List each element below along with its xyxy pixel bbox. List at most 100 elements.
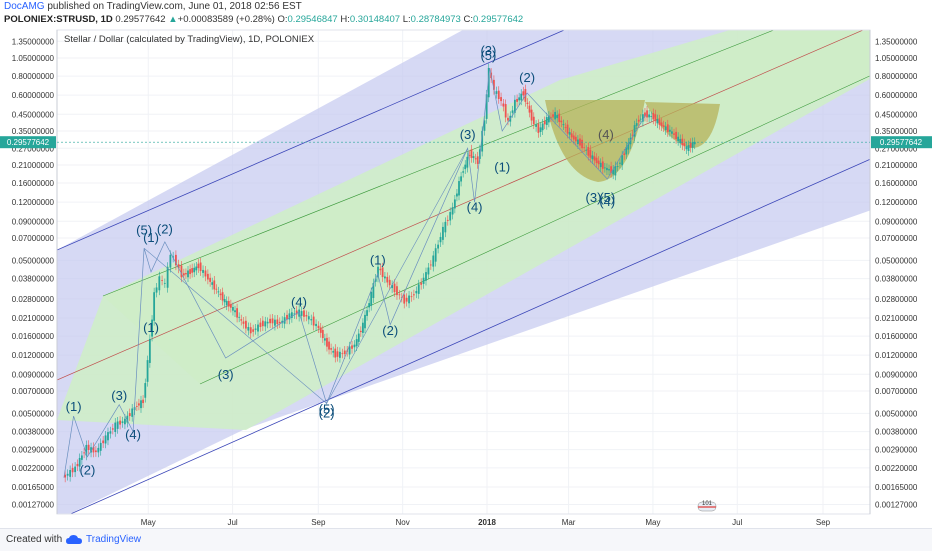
candle-body bbox=[330, 348, 333, 350]
candle-body bbox=[487, 67, 490, 98]
symbol-label[interactable]: POLONIEX:STRUSD, 1D bbox=[4, 14, 113, 25]
candle-body bbox=[504, 104, 507, 118]
candle-body bbox=[422, 277, 425, 284]
candle-body bbox=[429, 264, 432, 266]
price-tick-left: 1.35000000 bbox=[12, 37, 55, 46]
candle-body bbox=[379, 268, 382, 271]
price-tick-right: 0.35000000 bbox=[875, 127, 918, 136]
candle-body bbox=[526, 102, 529, 105]
candle-body bbox=[252, 329, 255, 332]
candle-body bbox=[556, 114, 559, 119]
candle-body bbox=[245, 320, 247, 329]
candle-body bbox=[78, 457, 81, 467]
candle-body bbox=[403, 294, 406, 304]
candle-body bbox=[388, 279, 391, 286]
candle-body bbox=[177, 264, 180, 269]
last-price-label-right: 0.29577642 bbox=[880, 138, 923, 147]
candle-body bbox=[518, 97, 521, 101]
candle-body bbox=[481, 130, 484, 152]
candle-body bbox=[104, 435, 107, 444]
candle-body bbox=[639, 118, 642, 120]
candle-body bbox=[138, 403, 140, 406]
wave-path bbox=[63, 68, 647, 478]
candle-body bbox=[668, 129, 671, 132]
candle-body bbox=[393, 283, 396, 293]
price-chart: (1)(2)(3)(4)(5)(1)(2)(1)(3)(4)(5)(2)(1)(… bbox=[0, 29, 932, 527]
candle-body bbox=[126, 415, 129, 423]
candle-body bbox=[595, 157, 598, 164]
open-value: 0.29546847 bbox=[287, 14, 338, 25]
candle-body bbox=[321, 329, 324, 339]
chart-header: DocAMG published on TradingView.com, Jun… bbox=[4, 0, 928, 30]
candle-body bbox=[495, 91, 498, 94]
candle-body bbox=[368, 303, 371, 308]
candle-body bbox=[470, 149, 473, 158]
wave-label: (5) bbox=[480, 48, 496, 63]
candle-body bbox=[635, 123, 638, 126]
candle-body bbox=[175, 254, 177, 266]
candle-body bbox=[336, 351, 339, 357]
tradingview-logo-text[interactable]: TradingView bbox=[86, 534, 142, 545]
last-price-tag-right bbox=[871, 136, 932, 149]
candle-body bbox=[124, 418, 126, 425]
candle-body bbox=[547, 115, 550, 123]
cup-right bbox=[645, 102, 720, 149]
candle-body bbox=[466, 156, 469, 168]
candle-body bbox=[328, 341, 330, 350]
candle-body bbox=[541, 123, 544, 131]
candle-body bbox=[317, 325, 320, 329]
change-arrow-icon: ▲ bbox=[168, 14, 178, 25]
candle-body bbox=[64, 474, 67, 478]
candle-body bbox=[568, 132, 571, 135]
candle-body bbox=[83, 452, 85, 454]
wave-label: (3) bbox=[480, 43, 496, 58]
time-tick: Jul bbox=[732, 518, 742, 527]
candle-body bbox=[472, 156, 475, 158]
time-tick: 2018 bbox=[478, 518, 496, 527]
candle-body bbox=[163, 282, 166, 284]
candle-body bbox=[271, 318, 274, 324]
candle-body bbox=[206, 273, 209, 280]
candle-body bbox=[221, 292, 224, 301]
candle-body bbox=[187, 270, 189, 278]
candle-body bbox=[374, 278, 377, 282]
price-tick-left: 0.01200000 bbox=[12, 351, 55, 360]
candle-body bbox=[579, 138, 581, 146]
outer-bottom-line bbox=[69, 158, 870, 514]
price-tick-right: 0.01200000 bbox=[875, 351, 918, 360]
candle-body bbox=[662, 125, 665, 128]
price-tick-left: 1.05000000 bbox=[12, 54, 55, 63]
candle-body bbox=[560, 120, 563, 123]
wave-label: (4) bbox=[291, 294, 307, 309]
candle-body bbox=[654, 114, 657, 122]
candle-body bbox=[451, 207, 454, 215]
candle-body bbox=[274, 319, 276, 326]
candle-body bbox=[334, 348, 337, 358]
candle-body bbox=[593, 156, 596, 161]
candle-body bbox=[627, 142, 630, 150]
candle-body bbox=[180, 265, 183, 278]
candle-body bbox=[660, 122, 663, 127]
median-line bbox=[57, 30, 865, 381]
candle-body bbox=[384, 276, 386, 279]
candle-body bbox=[307, 316, 310, 320]
wave-label: (2) bbox=[79, 462, 95, 477]
candle-body bbox=[599, 162, 602, 168]
candle-body bbox=[554, 111, 557, 120]
time-tick: Mar bbox=[562, 518, 576, 527]
price-tick-left: 0.05000000 bbox=[12, 256, 55, 265]
candle-body bbox=[522, 91, 525, 96]
author-link[interactable]: DocAMG bbox=[4, 1, 45, 12]
time-tick: Jul bbox=[227, 518, 237, 527]
price-tick-right: 0.80000000 bbox=[875, 72, 918, 81]
candle-body bbox=[513, 99, 516, 113]
candle-body bbox=[312, 316, 315, 326]
price-tick-right: 0.16000000 bbox=[875, 179, 918, 188]
candle-body bbox=[182, 273, 185, 276]
price-tick-left: 0.00220000 bbox=[12, 464, 55, 473]
candle-body bbox=[341, 353, 344, 355]
candle-body bbox=[614, 166, 617, 176]
price-tick-left: 0.00700000 bbox=[12, 387, 55, 396]
candle-body bbox=[92, 446, 95, 453]
candle-body bbox=[637, 119, 640, 122]
